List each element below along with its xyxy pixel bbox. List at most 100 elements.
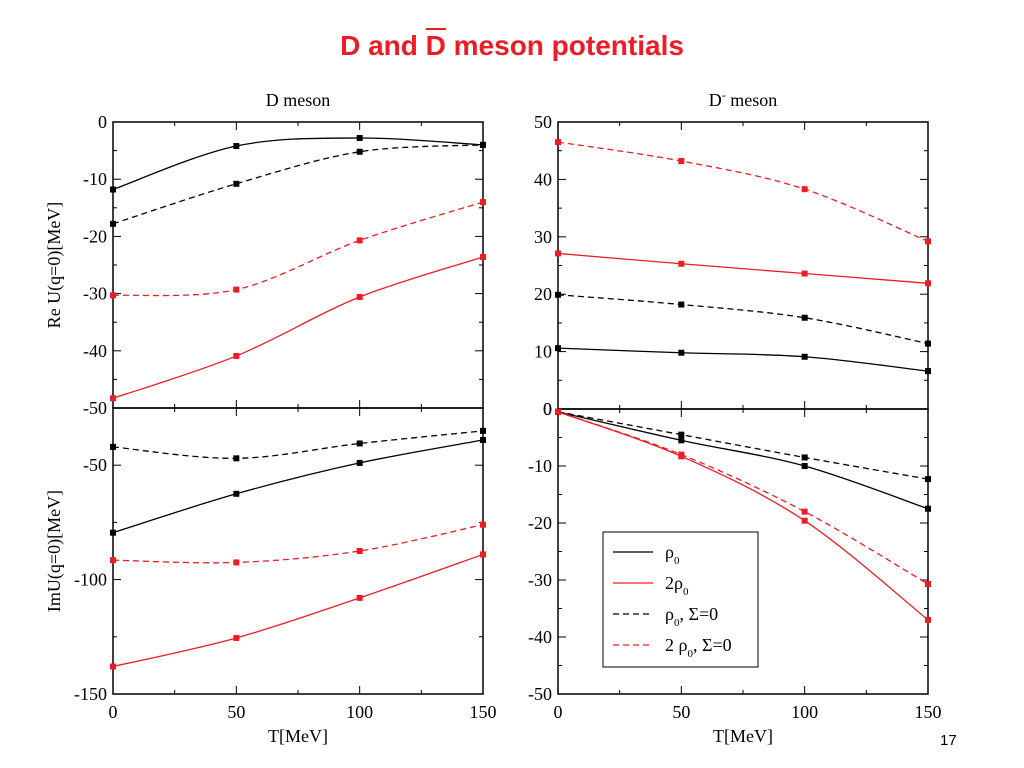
series-line <box>112 201 484 297</box>
y-tick-label: 0 <box>98 112 107 132</box>
y-tick-label: -10 <box>83 169 107 189</box>
data-point <box>925 505 931 512</box>
y-tick-label: -40 <box>528 627 552 647</box>
series-line <box>557 252 929 284</box>
data-point <box>233 143 240 150</box>
data-point <box>925 368 931 375</box>
data-point <box>356 294 363 301</box>
data-point <box>801 517 808 524</box>
panel-2: 50 40 30 20 10 0 D- meson <box>534 88 931 419</box>
x-axis-label: T[MeV] <box>268 726 328 746</box>
y-tick-label: 50 <box>534 112 552 132</box>
series-line <box>557 141 929 242</box>
data-point <box>110 529 116 536</box>
data-point <box>110 395 116 402</box>
y-tick-label: -40 <box>83 341 107 361</box>
y-tick-label: -20 <box>528 513 552 533</box>
data-point <box>480 551 486 558</box>
x-tick-label: 100 <box>791 702 818 722</box>
data-point <box>925 580 931 587</box>
y-axis-label: ImU(q=0)[MeV] <box>44 490 65 612</box>
data-point <box>356 148 363 155</box>
data-point <box>110 663 116 670</box>
panel-title: D meson <box>266 90 331 110</box>
data-point <box>233 286 240 293</box>
series-line <box>112 430 484 459</box>
y-tick-label: -50 <box>83 398 107 418</box>
series-line <box>557 411 929 621</box>
data-point <box>678 437 685 444</box>
data-point <box>233 490 240 497</box>
data-point <box>233 455 240 462</box>
data-point <box>801 508 808 515</box>
data-point <box>356 459 363 466</box>
data-point <box>356 548 363 554</box>
plot-frame <box>112 407 484 695</box>
x-tick-label: 100 <box>346 702 373 722</box>
series-line <box>557 294 929 345</box>
data-point <box>678 431 685 438</box>
y-tick-label: 0 <box>543 399 552 419</box>
data-point <box>678 260 685 267</box>
data-point <box>110 443 116 450</box>
series-line <box>112 137 484 191</box>
plot-frame <box>112 121 484 409</box>
data-point <box>925 476 931 483</box>
page-number: 17 <box>940 732 957 749</box>
series-line <box>112 144 484 225</box>
x-tick-label: 50 <box>672 702 690 722</box>
panel-1: 0 -10 -20 -30 -40 -50 D meson Re U(q=0)[MeV] <box>44 90 486 418</box>
y-tick-label: -20 <box>83 226 107 246</box>
slide-title-dbar: D <box>425 30 446 61</box>
data-point <box>555 250 561 257</box>
data-point <box>801 270 808 277</box>
data-point <box>480 141 486 148</box>
y-axis-label: Re U(q=0)[MeV] <box>44 202 65 329</box>
slide-title: D and D meson potentials <box>0 30 1024 62</box>
data-point <box>110 220 116 227</box>
data-point <box>678 451 685 458</box>
y-tick-label: -30 <box>528 570 552 590</box>
data-point <box>233 180 240 187</box>
data-point <box>555 291 561 298</box>
y-tick-label: -50 <box>83 455 107 475</box>
data-point <box>110 557 116 564</box>
data-point <box>801 454 808 461</box>
x-tick-label: 150 <box>915 702 942 722</box>
data-point <box>801 353 808 360</box>
data-point <box>678 158 685 165</box>
data-point <box>356 594 363 601</box>
data-point <box>801 463 808 469</box>
legend-label: 2ρ0 <box>665 573 689 598</box>
data-point <box>233 559 240 566</box>
y-tick-label: -10 <box>528 456 552 476</box>
panel-4: 0-10-20-30-40-500 50 100 150T[MeV]ρ02ρ0ρ0, … <box>528 399 942 746</box>
data-point <box>678 349 685 356</box>
data-point <box>356 237 363 244</box>
series-line <box>112 256 484 399</box>
data-point <box>480 521 486 528</box>
data-point <box>110 292 116 299</box>
data-point <box>555 139 561 146</box>
data-point <box>555 408 561 415</box>
data-point <box>480 253 486 260</box>
data-point <box>356 440 363 447</box>
data-point <box>925 616 931 623</box>
data-point <box>555 345 561 352</box>
data-point <box>356 135 363 142</box>
data-point <box>480 199 486 206</box>
data-point <box>678 301 685 308</box>
data-point <box>480 427 486 434</box>
series-line <box>557 411 929 510</box>
data-point <box>925 340 931 347</box>
data-point <box>925 280 931 287</box>
y-tick-label: 10 <box>534 342 552 362</box>
legend-label: ρ0, Σ=0 <box>665 604 718 629</box>
x-tick-label: 0 <box>109 702 118 722</box>
x-tick-label: 0 <box>554 702 563 722</box>
legend-label: 2 ρ0, Σ=0 <box>665 635 732 660</box>
data-point <box>925 238 931 245</box>
x-tick-label: 150 <box>470 702 497 722</box>
series-line <box>557 411 929 480</box>
